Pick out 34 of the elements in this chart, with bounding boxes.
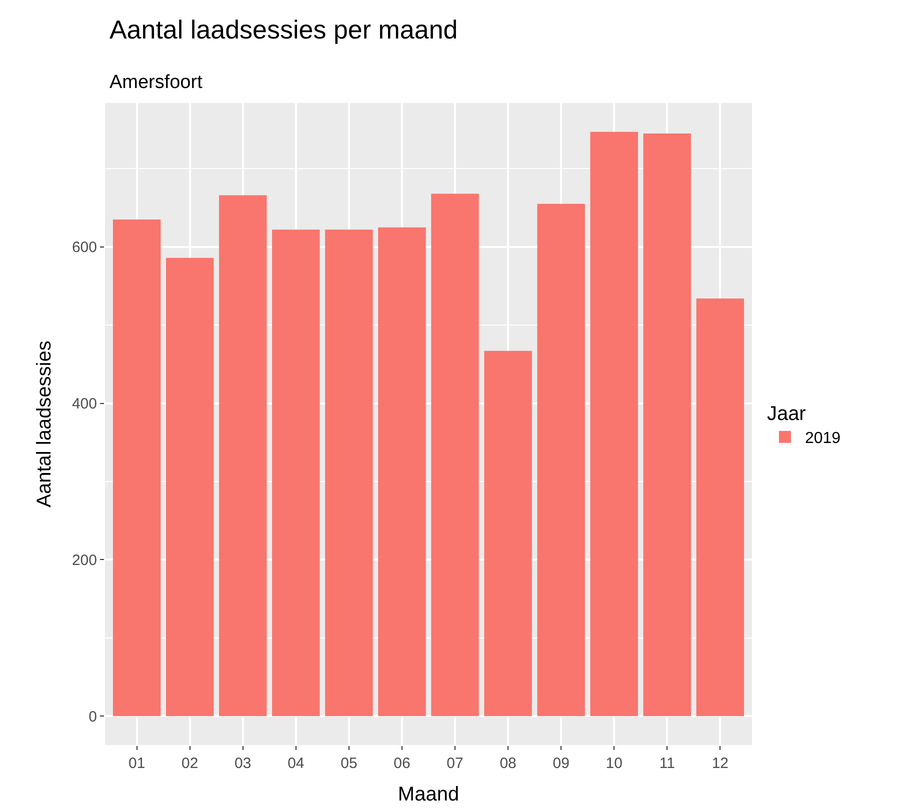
- bar: [219, 195, 267, 716]
- x-axis-title: Maand: [398, 784, 460, 806]
- bar: [378, 227, 426, 716]
- legend-label: 2019: [804, 430, 841, 448]
- x-tick-label: 09: [552, 755, 570, 772]
- bar: [431, 194, 479, 716]
- bar: [166, 258, 214, 716]
- x-tick-label: 12: [712, 755, 729, 772]
- bar: [696, 298, 744, 716]
- bar: [590, 132, 638, 716]
- x-tick-label: 02: [182, 755, 198, 772]
- y-tick-label: 600: [72, 239, 97, 256]
- x-tick-label: 10: [606, 755, 622, 772]
- y-axis-title: Aantal laadsessies: [33, 340, 56, 508]
- bar: [272, 230, 320, 716]
- chart-title: Aantal laadsessies per maand: [109, 14, 458, 44]
- y-tick-label: 0: [88, 708, 97, 726]
- x-tick-label: 11: [659, 755, 675, 772]
- y-tick-label: 200: [72, 552, 97, 569]
- x-tick-label: 04: [288, 755, 304, 772]
- legend-title: Jaar: [766, 403, 806, 425]
- x-tick-label: 03: [234, 755, 252, 772]
- x-tick-label: 01: [128, 755, 146, 772]
- x-tick-label: 08: [500, 755, 516, 772]
- bar: [325, 230, 373, 716]
- y-tick-label: 400: [72, 396, 97, 413]
- x-tick-label: 07: [446, 755, 464, 772]
- chart-subtitle: Amersfoort: [109, 72, 204, 94]
- x-tick-label: 06: [394, 755, 410, 772]
- x-tick-label: 05: [340, 755, 358, 772]
- bar: [484, 350, 532, 716]
- bar: [112, 220, 161, 716]
- bar: [537, 204, 585, 716]
- bar: [643, 134, 692, 716]
